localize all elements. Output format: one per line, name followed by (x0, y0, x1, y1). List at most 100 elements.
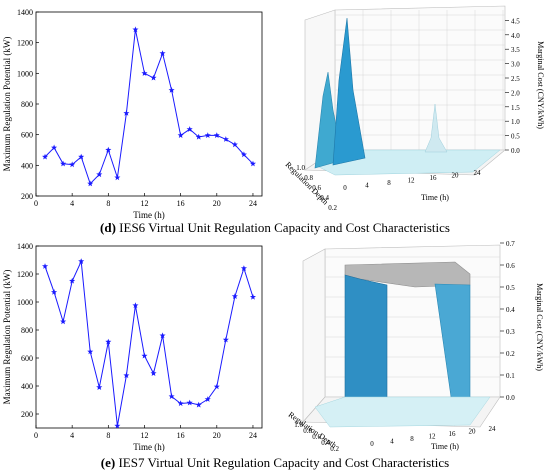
data-point-marker (69, 277, 76, 284)
z-axis-label: Marginal Cost (CNY/kWh) (536, 41, 545, 129)
x-tick-label: 16 (449, 430, 457, 438)
surface-peak (332, 17, 366, 166)
y-tick-label: 0.8 (303, 427, 312, 435)
z-tick-label: 2.0 (511, 89, 520, 97)
y-tick-label: 800 (21, 100, 33, 109)
x-tick-label: 16 (177, 431, 185, 440)
chart-e-surface: 0.0 0.1 0.2 0.3 0.4 0.5 0.6 0.7 Marginal Cost (C… (287, 240, 544, 453)
data-point-marker (105, 146, 112, 153)
x-tick-label: 4 (70, 431, 74, 440)
x-tick-label: 0 (34, 431, 38, 440)
y-tick-label: 200 (21, 410, 33, 419)
x-tick-label: 8 (106, 199, 110, 208)
y-tick-label: 400 (21, 161, 33, 170)
surface-base (314, 396, 491, 428)
data-point-marker (249, 293, 256, 300)
y-tick-label: 200 (21, 192, 33, 201)
z-tick-label: 0.3 (506, 328, 515, 336)
x-tick-label: 12 (408, 177, 416, 185)
x-tick-label: 16 (430, 174, 438, 182)
caption-d-text: IES6 Virtual Unit Regulation Capacity an… (119, 220, 450, 235)
x-tick-label: 8 (410, 435, 414, 443)
data-point-marker (240, 265, 247, 271)
data-point-marker (69, 161, 76, 168)
data-point-marker (213, 132, 220, 138)
data-point-marker (87, 180, 94, 187)
y-axis-label: Maximum Regulation Potential (kW) (2, 37, 12, 172)
data-point-marker (51, 144, 58, 151)
y-tick-label: 1200 (17, 39, 33, 48)
z-tick-label: 1.5 (511, 104, 520, 112)
x-tick-label: 24 (249, 199, 257, 208)
data-point-marker (42, 153, 49, 160)
x-tick-label: 24 (249, 431, 257, 440)
x-tick-label: 20 (452, 172, 460, 180)
y-tick-label: 0.6 (312, 184, 321, 192)
caption-e-text: IES7 Virtual Unit Regulation Capacity an… (118, 455, 450, 470)
caption-d-letter: (d) (100, 220, 116, 235)
x-tick-label: 20 (213, 199, 221, 208)
y-tick-label: 1.0 (294, 421, 303, 429)
data-point-marker (123, 110, 130, 116)
y-tick-label: 600 (21, 131, 33, 140)
z-tick-label: 0.6 (506, 262, 515, 270)
surface-peak (424, 103, 448, 153)
x-tick-label: 0 (370, 440, 374, 448)
z-tick-label: 0.0 (506, 394, 515, 402)
y-tick-label: 0.8 (304, 174, 313, 182)
series-line (44, 29, 254, 185)
data-point-marker (213, 383, 220, 390)
x-tick-label: 12 (140, 199, 148, 208)
chart-e-line: 0 4 8 12 16 20 24 200 400 600 800 1000 1200 1400 Time … (2, 242, 263, 452)
chart-d-surface: 0.0 0.5 1.0 1.5 2.0 2.5 3.0 3.5 4.0 4.5 Marginal C… (284, 5, 545, 212)
y-tick-label: 1.0 (296, 164, 305, 172)
data-point-marker (114, 174, 121, 181)
data-point-marker (159, 332, 166, 339)
x-tick-label: 0 (343, 184, 347, 192)
x-tick-label: 20 (469, 428, 477, 436)
data-point-marker (177, 400, 184, 407)
y-tick-label: 0.4 (321, 439, 330, 447)
data-point-marker (186, 399, 193, 406)
data-point-marker (78, 153, 85, 160)
y-tick-label: 600 (21, 354, 33, 363)
data-point-marker (105, 338, 112, 345)
x-tick-label: 8 (106, 431, 110, 440)
x-tick-label: 12 (140, 431, 148, 440)
caption-d: (d) IES6 Virtual Unit Regulation Capacit… (0, 220, 550, 236)
data-point-marker (96, 384, 103, 390)
z-tick-label: 3.0 (511, 61, 520, 69)
x-tick-label: 20 (213, 431, 221, 440)
z-tick-label: 0.1 (506, 372, 515, 380)
z-tick-label: 0.5 (506, 284, 515, 292)
data-point-marker (60, 160, 67, 167)
data-point-marker (51, 289, 58, 295)
z-tick-label: 0.4 (506, 306, 515, 314)
data-point-marker (114, 422, 121, 429)
x-axis-label: Time (h) (133, 210, 164, 220)
data-point-marker (204, 132, 211, 138)
x-tick-label: 0 (34, 199, 38, 208)
data-point-marker (42, 263, 49, 269)
data-point-marker (222, 336, 229, 343)
caption-e-letter: (e) (100, 455, 116, 470)
x-axis-label: Time (h) (421, 193, 449, 202)
data-point-marker (240, 151, 247, 158)
y-tick-label: 800 (21, 326, 33, 335)
side-wall (302, 248, 326, 423)
x-tick-label: 12 (429, 433, 437, 441)
y-tick-label: 0.2 (328, 204, 337, 212)
x-tick-label: 4 (390, 438, 394, 446)
data-point-marker (195, 401, 202, 408)
y-tick-label: 0.6 (312, 433, 321, 441)
plot-frame (35, 11, 263, 197)
y-tick-label: 1200 (17, 270, 33, 279)
y-tick-label: 1400 (17, 242, 33, 251)
data-point-marker (204, 396, 211, 402)
data-point-marker (168, 393, 175, 400)
x-axis-label: Time (h) (133, 442, 164, 452)
data-point-marker (195, 133, 202, 140)
z-tick-label: 0.7 (506, 240, 515, 248)
data-point-marker (78, 258, 85, 264)
series-line (44, 259, 254, 426)
